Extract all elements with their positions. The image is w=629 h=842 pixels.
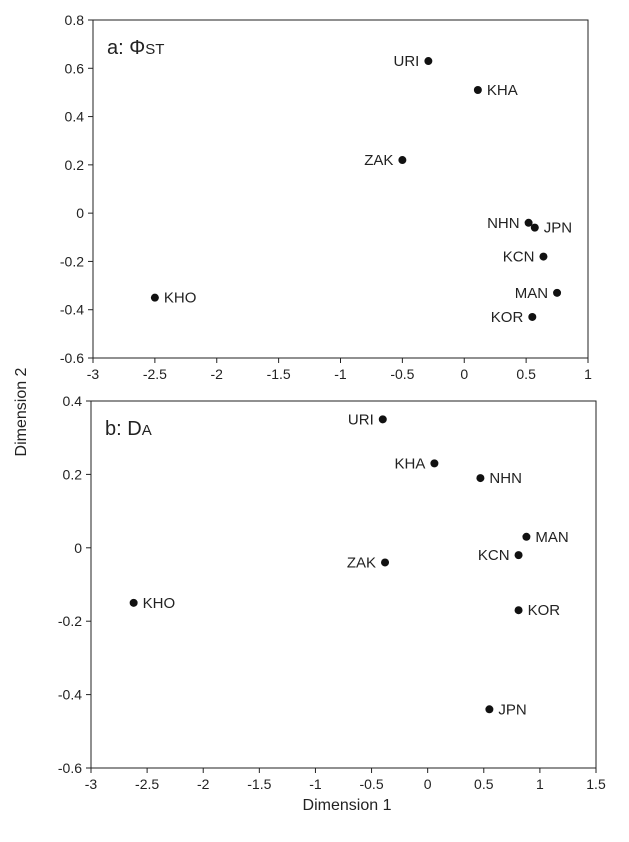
point-label-nhn: NHN — [487, 215, 520, 232]
data-point-kha — [473, 86, 482, 95]
x-tick-label: -1 — [334, 366, 347, 382]
y-tick-label: 0 — [74, 540, 82, 556]
data-point-kor — [514, 606, 523, 615]
y-tick-label: 0.6 — [65, 60, 85, 76]
data-point-uri — [424, 57, 433, 66]
y-tick-label: 0.2 — [63, 466, 83, 482]
data-point-nhn — [524, 218, 533, 227]
data-point-kha — [430, 459, 439, 468]
x-tick-label: 0 — [460, 366, 468, 382]
data-point-zak — [381, 558, 390, 567]
panel-a: -3 -2.5 -2 -1.5 -1 -0.5 0 0.5 1 -0.6 -0.4 -0.2 0 0.2 0… — [60, 12, 592, 382]
y-tick-label: 0 — [76, 205, 84, 221]
y-tick-label: 0.4 — [63, 393, 83, 409]
point-label-kho: KHO — [143, 595, 176, 612]
point-label-jpn: JPN — [544, 220, 572, 237]
data-point-kor — [528, 312, 537, 321]
y-tick-label: 0.4 — [65, 109, 85, 125]
y-tick-label: -0.4 — [58, 687, 82, 703]
plot-frame — [90, 400, 597, 769]
data-point-nhn — [476, 474, 485, 483]
x-tick-label: -3 — [85, 776, 98, 792]
y-tick-label: 0.8 — [65, 12, 85, 28]
y-tick-label: -0.4 — [60, 302, 84, 318]
x-tick-label: -2 — [197, 776, 210, 792]
data-point-man — [553, 288, 562, 297]
point-label-jpn: JPN — [498, 701, 526, 718]
point-label-uri: URI — [394, 53, 420, 70]
x-tick-label: -1 — [309, 776, 322, 792]
y-tick-label: -0.2 — [60, 253, 84, 269]
y-tick-label: -0.2 — [58, 613, 82, 629]
x-tick-label: -0.5 — [359, 776, 383, 792]
point-label-kor: KOR — [491, 309, 524, 326]
x-tick-label: 0 — [424, 776, 432, 792]
data-point-jpn — [530, 223, 539, 232]
data-point-kcn — [539, 252, 548, 261]
point-label-kcn: KCN — [478, 547, 510, 564]
point-label-zak: ZAK — [347, 554, 376, 571]
panel-label-main: b: D — [105, 418, 142, 440]
y-tick-label: -0.6 — [58, 760, 82, 776]
panel-label-main: a: Φ — [107, 37, 145, 59]
y-axis-title: Dimension 2 — [13, 367, 30, 456]
data-point-jpn — [485, 705, 494, 714]
x-tick-label: 1 — [536, 776, 544, 792]
data-point-kcn — [514, 551, 523, 560]
x-tick-label: -2 — [211, 366, 224, 382]
x-tick-label: 0.5 — [474, 776, 494, 792]
point-label-zak: ZAK — [364, 152, 393, 169]
panel-b: -3 -2.5 -2 -1.5 -1 -0.5 0 0.5 1 1.5 -0.6 -0.4 -0.2 0 0… — [58, 393, 606, 792]
data-point-man — [522, 532, 531, 541]
data-point-kho — [129, 598, 138, 607]
x-tick-label: -2.5 — [135, 776, 159, 792]
point-label-nhn: NHN — [489, 470, 522, 487]
point-label-kho: KHO — [164, 290, 197, 307]
point-label-kha: KHA — [395, 455, 426, 472]
x-tick-label: 1.5 — [586, 776, 606, 792]
x-axis-title: Dimension 1 — [303, 797, 392, 814]
data-point-uri — [378, 415, 387, 424]
point-label-kcn: KCN — [503, 249, 535, 266]
panel-label: b: DA — [105, 418, 152, 440]
plot-frame — [92, 19, 589, 359]
point-label-man: MAN — [515, 285, 548, 302]
point-label-uri: URI — [348, 411, 374, 428]
panel-label: a: ΦST — [107, 37, 164, 59]
x-tick-label: -3 — [87, 366, 100, 382]
x-tick-label: 1 — [584, 366, 592, 382]
point-label-man: MAN — [535, 529, 568, 546]
point-label-kha: KHA — [487, 82, 518, 99]
y-tick-label: 0.2 — [65, 157, 85, 173]
x-tick-label: -1.5 — [247, 776, 271, 792]
y-tick-label: -0.6 — [60, 350, 84, 366]
x-tick-label: -2.5 — [143, 366, 167, 382]
point-label-kor: KOR — [528, 602, 561, 619]
x-tick-label: 0.5 — [516, 366, 536, 382]
data-point-zak — [398, 156, 407, 165]
panel-label-sub: A — [142, 422, 152, 439]
x-tick-label: -0.5 — [390, 366, 414, 382]
data-point-kho — [150, 293, 159, 302]
x-tick-label: -1.5 — [267, 366, 291, 382]
panel-label-sub: ST — [145, 41, 164, 58]
